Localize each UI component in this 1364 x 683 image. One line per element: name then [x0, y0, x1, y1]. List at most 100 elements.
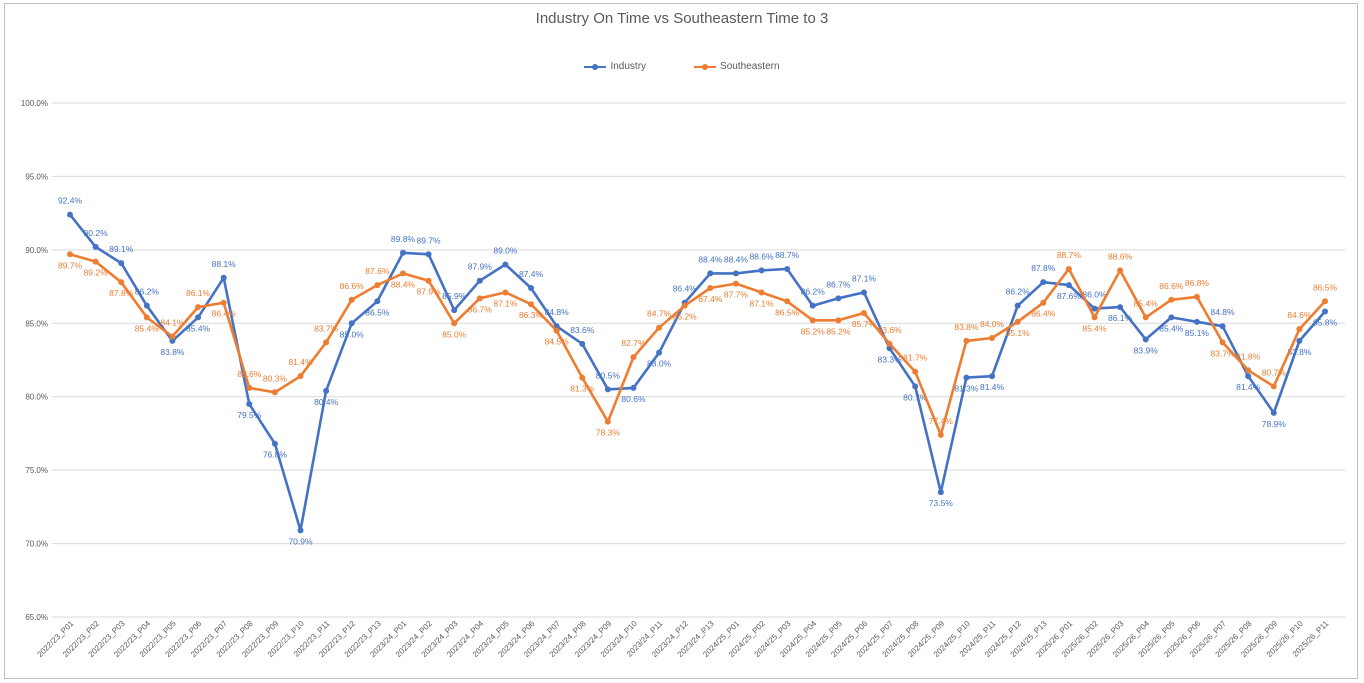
data-label-industry: 90.2%: [84, 228, 109, 238]
data-label-industry: 83.8%: [1287, 347, 1312, 357]
data-point-southeastern: [1014, 318, 1021, 325]
data-point-southeastern: [502, 289, 509, 296]
data-point-southeastern: [399, 270, 406, 277]
data-point-industry: [1322, 308, 1328, 315]
data-label-industry: 87.6%: [1057, 291, 1082, 301]
data-label-industry: 85.9%: [442, 291, 467, 301]
data-point-industry: [323, 387, 330, 394]
data-point-southeastern: [937, 431, 944, 438]
data-label-industry: 85.8%: [1313, 318, 1338, 328]
data-point-southeastern: [1040, 299, 1047, 306]
data-label-industry: 83.3%: [878, 354, 903, 364]
data-label-southeastern: 87.8%: [109, 288, 134, 298]
data-label-southeastern: 85.1%: [1006, 328, 1031, 338]
data-point-southeastern: [451, 320, 458, 327]
data-point-southeastern: [604, 418, 611, 425]
legend-swatch-southeastern: [694, 62, 717, 72]
legend-item-southeastern[interactable]: Southeastern: [694, 61, 780, 72]
data-label-industry: 87.4%: [519, 269, 544, 279]
data-label-southeastern: 86.4%: [1031, 309, 1056, 319]
data-point-southeastern: [374, 282, 381, 289]
data-point-industry: [579, 340, 586, 347]
chart-frame: [4, 3, 1358, 679]
data-point-industry: [912, 383, 919, 390]
data-point-southeastern: [220, 299, 227, 306]
data-point-industry: [784, 265, 791, 272]
data-label-southeastern: 84.6%: [1287, 310, 1312, 320]
data-point-southeastern: [92, 258, 99, 265]
data-label-southeastern: 80.3%: [263, 373, 288, 383]
data-label-southeastern: 85.4%: [1134, 298, 1159, 308]
data-point-southeastern: [1193, 293, 1200, 300]
data-label-industry: 84.8%: [545, 307, 570, 317]
data-label-industry: 80.5%: [596, 370, 621, 380]
data-point-southeastern: [169, 333, 176, 340]
data-point-southeastern: [989, 334, 996, 341]
legend-item-industry[interactable]: Industry: [584, 61, 646, 72]
data-label-industry: 70.9%: [288, 536, 313, 546]
data-point-southeastern: [681, 302, 688, 309]
data-point-southeastern: [1296, 326, 1303, 333]
chart-title: Industry On Time vs Southeastern Time to…: [535, 10, 829, 27]
data-point-southeastern: [195, 304, 202, 311]
data-label-industry: 86.2%: [1006, 287, 1031, 297]
data-point-southeastern: [784, 298, 791, 305]
data-point-southeastern: [809, 317, 816, 324]
data-label-southeastern: 80.7%: [1262, 367, 1287, 377]
legend-label-southeastern: Southeastern: [720, 61, 780, 72]
data-label-industry: 87.8%: [1031, 263, 1056, 273]
data-point-southeastern: [1065, 265, 1072, 272]
data-label-southeastern: 85.0%: [442, 329, 467, 339]
data-point-southeastern: [553, 327, 560, 334]
data-point-industry: [937, 489, 944, 496]
data-label-southeastern: 84.1%: [160, 318, 185, 328]
data-label-industry: 73.5%: [929, 498, 954, 508]
data-label-southeastern: 77.4%: [929, 416, 954, 426]
data-label-southeastern: 87.9%: [417, 287, 442, 297]
data-label-industry: 80.7%: [903, 392, 928, 402]
data-label-southeastern: 87.7%: [724, 290, 749, 300]
data-point-southeastern: [656, 324, 663, 331]
data-label-industry: 80.6%: [621, 394, 646, 404]
data-label-industry: 83.0%: [647, 359, 672, 369]
data-point-southeastern: [758, 289, 765, 296]
data-point-industry: [118, 260, 125, 267]
data-point-southeastern: [1270, 383, 1277, 390]
data-label-southeastern: 86.6%: [340, 281, 365, 291]
data-point-industry: [399, 249, 406, 256]
data-label-industry: 86.4%: [673, 284, 698, 294]
data-label-southeastern: 87.4%: [698, 294, 723, 304]
data-point-industry: [809, 302, 816, 309]
data-point-industry: [1117, 304, 1124, 311]
data-label-industry: 89.7%: [417, 235, 442, 245]
data-point-southeastern: [732, 280, 739, 287]
data-point-southeastern: [1322, 298, 1328, 305]
data-point-southeastern: [1219, 339, 1226, 346]
legend-label-industry: Industry: [610, 61, 647, 72]
data-label-industry: 88.7%: [775, 250, 800, 260]
y-tick-label: 80.0%: [25, 393, 48, 402]
data-label-southeastern: 84.0%: [980, 319, 1005, 329]
data-label-southeastern: 88.6%: [1108, 251, 1133, 261]
data-label-southeastern: 85.7%: [852, 319, 877, 329]
data-label-industry: 89.1%: [109, 244, 134, 254]
data-point-southeastern: [297, 373, 304, 380]
data-label-southeastern: 89.7%: [58, 260, 83, 270]
data-point-southeastern: [1245, 367, 1252, 374]
y-tick-label: 70.0%: [25, 540, 48, 549]
data-point-industry: [67, 211, 73, 218]
data-label-industry: 86.2%: [135, 287, 160, 297]
data-point-industry: [271, 440, 278, 447]
data-point-southeastern: [707, 285, 714, 292]
data-label-industry: 86.2%: [801, 287, 826, 297]
data-point-southeastern: [143, 314, 150, 321]
data-point-industry: [502, 261, 509, 268]
data-point-industry: [92, 243, 99, 250]
data-label-industry: 79.5%: [237, 410, 262, 420]
data-point-industry: [860, 289, 867, 296]
data-label-southeastern: 84.5%: [545, 337, 570, 347]
data-label-industry: 87.9%: [468, 262, 493, 272]
data-label-industry: 85.1%: [1185, 328, 1210, 338]
data-label-southeastern: 89.2%: [84, 268, 109, 278]
data-label-southeastern: 86.1%: [186, 288, 211, 298]
